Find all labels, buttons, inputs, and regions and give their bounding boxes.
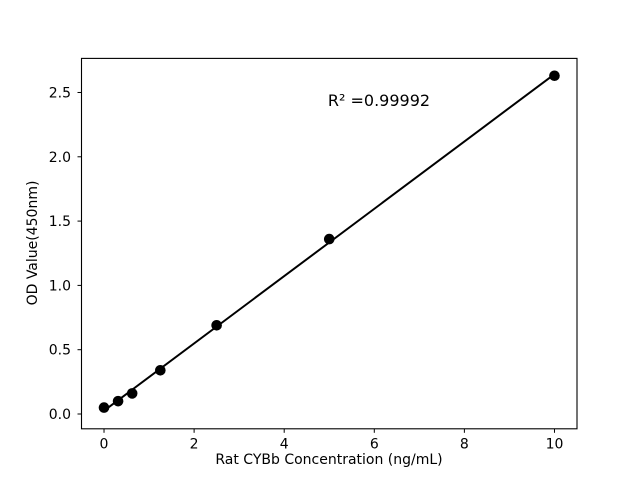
y-tick-label: 0.5 xyxy=(49,343,71,359)
y-tick-label: 1.5 xyxy=(49,214,71,230)
data-point xyxy=(126,388,138,399)
y-tick-label: 2.0 xyxy=(49,150,71,166)
data-point xyxy=(112,395,124,407)
plot-border xyxy=(80,57,578,430)
y-axis-title: OD Value(450nm) xyxy=(25,180,41,306)
x-tick-label: 4 xyxy=(280,436,289,452)
x-tick-label: 8 xyxy=(460,436,469,452)
r-squared-annotation: R² =0.99992 xyxy=(327,91,431,111)
x-tick-label: 0 xyxy=(100,436,109,452)
data-point xyxy=(155,364,166,376)
x-tick-label: 10 xyxy=(546,436,564,452)
x-tick-label: 6 xyxy=(370,436,379,452)
data-point xyxy=(323,233,335,245)
x-axis-title: Rat CYBb Concentration (ng/mL) xyxy=(215,452,443,468)
y-tick-label: 2.5 xyxy=(49,85,71,101)
data-point xyxy=(98,402,110,413)
data-point xyxy=(549,70,560,82)
data-point xyxy=(211,319,222,331)
y-tick-label: 0.0 xyxy=(49,407,71,423)
y-tick-label: 1.0 xyxy=(49,278,71,294)
x-tick-label: 2 xyxy=(190,436,199,452)
